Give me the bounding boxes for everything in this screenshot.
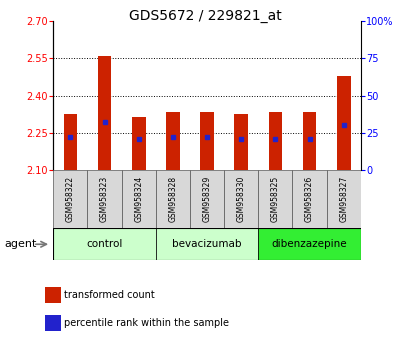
Bar	[97, 56, 111, 170]
Bar	[336, 76, 350, 170]
Bar	[302, 112, 316, 170]
Bar	[234, 114, 247, 170]
Bar	[292, 170, 326, 228]
Bar	[53, 170, 87, 228]
Bar	[155, 170, 189, 228]
Text: GSM958322: GSM958322	[66, 176, 75, 222]
Bar	[155, 228, 258, 260]
Bar	[326, 170, 360, 228]
Text: GSM958329: GSM958329	[202, 176, 211, 222]
Bar	[63, 114, 77, 170]
Bar	[87, 170, 121, 228]
Bar	[200, 112, 213, 170]
Bar	[258, 228, 360, 260]
Bar	[53, 228, 155, 260]
Bar	[166, 112, 179, 170]
Text: GSM958327: GSM958327	[338, 176, 347, 222]
Text: GSM958328: GSM958328	[168, 176, 177, 222]
Text: transformed count: transformed count	[64, 290, 155, 300]
Text: percentile rank within the sample: percentile rank within the sample	[64, 318, 229, 329]
Text: GSM958326: GSM958326	[304, 176, 313, 222]
Bar	[224, 170, 258, 228]
Bar	[132, 117, 145, 170]
Bar	[189, 170, 224, 228]
Bar	[45, 315, 61, 331]
Text: GSM958330: GSM958330	[236, 176, 245, 222]
Bar	[45, 287, 61, 303]
Text: GSM958325: GSM958325	[270, 176, 279, 222]
Bar	[121, 170, 155, 228]
Text: bevacizumab: bevacizumab	[172, 239, 241, 249]
Bar	[268, 112, 281, 170]
Text: GDS5672 / 229821_at: GDS5672 / 229821_at	[128, 9, 281, 23]
Text: dibenzazepine: dibenzazepine	[271, 239, 346, 249]
Bar	[258, 170, 292, 228]
Text: agent: agent	[4, 239, 36, 249]
Text: control: control	[86, 239, 122, 249]
Text: GSM958323: GSM958323	[100, 176, 109, 222]
Text: GSM958324: GSM958324	[134, 176, 143, 222]
